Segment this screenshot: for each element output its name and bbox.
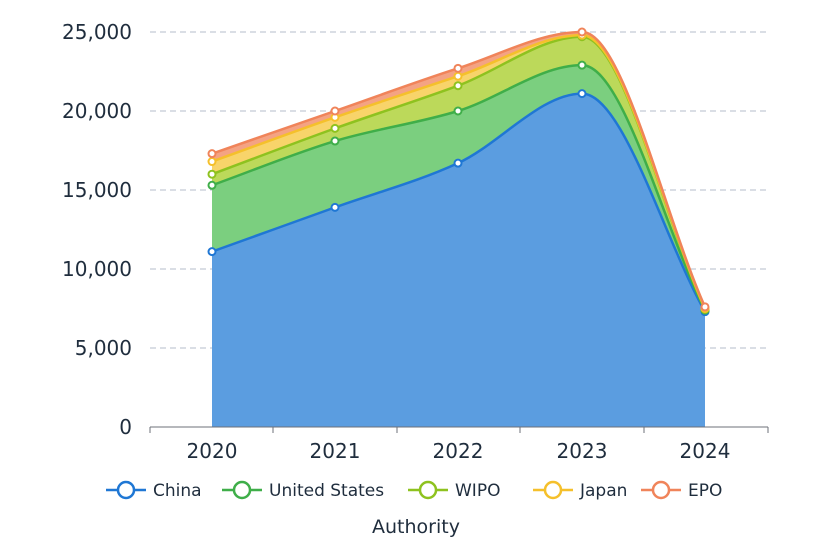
point-china-2021[interactable] (332, 204, 339, 211)
point-united-states-2023[interactable] (579, 62, 586, 69)
legend-marker (118, 482, 134, 498)
point-wipo-2020[interactable] (209, 171, 216, 178)
legend-marker (653, 482, 669, 498)
x-tick-label: 2023 (557, 439, 608, 463)
point-wipo-2021[interactable] (332, 125, 339, 132)
point-united-states-2020[interactable] (209, 182, 216, 189)
y-tick-label: 5,000 (75, 336, 132, 360)
point-japan-2022[interactable] (455, 73, 462, 80)
legend-item-epo[interactable]: EPO (641, 481, 722, 501)
point-united-states-2022[interactable] (455, 108, 462, 115)
y-tick-label: 20,000 (62, 99, 132, 123)
legend-marker (234, 482, 250, 498)
x-tick-label: 2021 (310, 439, 361, 463)
x-axis-title: Authority (372, 516, 460, 538)
y-tick-label: 25,000 (62, 20, 132, 44)
legend-label: United States (269, 481, 384, 501)
x-tick-label: 2022 (433, 439, 484, 463)
legend-marker (420, 482, 436, 498)
point-epo-2022[interactable] (455, 65, 462, 72)
legend-item-wipo[interactable]: WIPO (408, 481, 500, 501)
point-epo-2021[interactable] (332, 108, 339, 115)
point-epo-2020[interactable] (209, 150, 216, 157)
legend-label: WIPO (455, 481, 500, 501)
y-tick-label: 15,000 (62, 178, 132, 202)
point-epo-2024[interactable] (702, 303, 709, 310)
point-china-2023[interactable] (579, 90, 586, 97)
point-china-2022[interactable] (455, 160, 462, 167)
chart-container: 0 5,000 10,000 15,000 20,000 25,000 2020 2021 20… (0, 0, 832, 558)
stacked-area-chart: 0 5,000 10,000 15,000 20,000 25,000 2020 2021 20… (0, 0, 832, 558)
legend-item-china[interactable]: China (106, 481, 202, 501)
legend-label: Japan (579, 481, 627, 501)
legend-item-united-states[interactable]: United States (222, 481, 384, 501)
legend-label: China (153, 481, 202, 501)
point-united-states-2021[interactable] (332, 138, 339, 145)
legend: China United States WIPO Japan EPO (106, 481, 722, 501)
legend-item-japan[interactable]: Japan (533, 481, 627, 501)
legend-label: EPO (688, 481, 722, 501)
point-wipo-2022[interactable] (455, 82, 462, 89)
x-tick-label: 2024 (680, 439, 731, 463)
point-japan-2020[interactable] (209, 158, 216, 165)
point-china-2020[interactable] (209, 248, 216, 255)
y-tick-label: 0 (119, 415, 132, 439)
y-tick-label: 10,000 (62, 257, 132, 281)
point-epo-2023[interactable] (579, 29, 586, 36)
area-series (212, 32, 705, 427)
x-tick-label: 2020 (187, 439, 238, 463)
legend-marker (545, 482, 561, 498)
